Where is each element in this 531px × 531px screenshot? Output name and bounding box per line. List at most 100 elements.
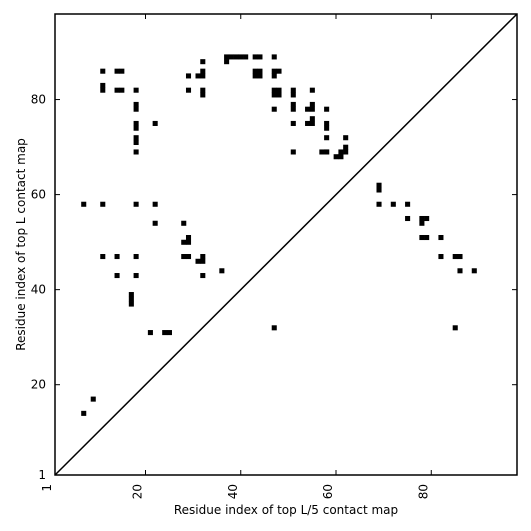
contact-cell-upper: [162, 330, 168, 336]
contact-cell-upper: [324, 120, 330, 126]
contact-cell-lower: [457, 268, 463, 274]
contact-cell-lower: [343, 135, 349, 141]
contact-cell-upper: [185, 239, 192, 245]
contact-cell-upper: [128, 301, 134, 307]
contact-cell-lower: [343, 149, 349, 155]
contact-cell-upper: [290, 101, 296, 107]
x-axis-label: Residue index of top L/5 contact map: [174, 503, 398, 517]
contact-cell-upper: [128, 292, 134, 298]
y-axis-label: Residue index of top L contact map: [14, 138, 28, 351]
contact-cell-upper: [271, 54, 277, 60]
contact-cell-lower: [419, 215, 425, 222]
x-tick-label: 80: [416, 484, 430, 499]
contact-cell-upper: [100, 254, 106, 260]
contact-cell-upper: [257, 68, 263, 74]
contact-cell-upper: [238, 54, 244, 60]
plot-frame: [54, 13, 518, 476]
contact-cell-upper: [181, 220, 187, 226]
contact-cell-lower: [438, 234, 444, 241]
contact-cell-upper: [290, 149, 296, 155]
contact-cell-upper: [252, 68, 258, 74]
contact-cell-upper: [133, 201, 139, 207]
contact-cell-upper: [133, 135, 139, 141]
contact-cell-upper: [200, 258, 206, 264]
contact-cell-lower: [438, 254, 444, 260]
contact-cell-upper: [252, 73, 258, 79]
x-tick-label: 1: [40, 484, 54, 492]
contact-cell-upper: [271, 106, 277, 112]
contact-cell-upper: [133, 101, 139, 107]
contact-cell-upper: [309, 116, 315, 122]
contact-cell-upper: [200, 273, 206, 279]
y-tick-label: 20: [31, 378, 46, 392]
contact-cell-upper: [271, 68, 277, 74]
contact-cell-upper: [133, 87, 139, 93]
contact-cell-lower: [319, 149, 325, 155]
contact-cell-upper: [114, 254, 120, 260]
y-tick-label: 80: [31, 93, 46, 107]
contact-cell-upper: [100, 68, 106, 74]
contact-cell-upper: [185, 87, 192, 93]
contact-cell-lower: [376, 187, 382, 193]
x-tick-label: 40: [226, 484, 240, 499]
diagonal-line: [54, 13, 518, 476]
contact-cell-upper: [181, 239, 187, 245]
contact-cell-lower: [333, 154, 339, 160]
contact-cell-upper: [224, 54, 230, 60]
x-tick-label: 60: [321, 484, 335, 499]
contact-cell-upper: [133, 139, 139, 145]
x-tick-label: 20: [130, 484, 144, 499]
contact-cell-upper: [81, 201, 87, 207]
y-tick-label: 40: [31, 283, 46, 297]
contact-cell-lower: [338, 154, 344, 160]
contact-cell-lower: [376, 182, 382, 188]
contact-cell-upper: [128, 296, 134, 302]
contact-cell-upper: [276, 68, 282, 74]
contact-cell-upper: [185, 234, 192, 241]
contact-cell-lower: [343, 144, 349, 150]
contact-cell-upper: [100, 87, 106, 93]
contact-cell-upper: [114, 68, 120, 74]
contact-cell-upper: [185, 73, 192, 79]
y-tick-label: 1: [38, 468, 46, 482]
contact-cell-upper: [185, 254, 192, 260]
contact-cell-upper: [100, 201, 106, 207]
contact-cell-upper: [309, 120, 315, 126]
contact-cell-upper: [309, 106, 315, 112]
contact-cell-upper: [324, 135, 330, 141]
contact-cell-upper: [219, 268, 225, 274]
contact-cell-lower: [390, 201, 396, 207]
contact-cell-upper: [276, 87, 282, 93]
contact-cell-upper: [200, 68, 206, 74]
contact-cell-upper: [195, 258, 201, 264]
contact-cell-upper: [276, 92, 282, 98]
contact-cell-upper: [324, 149, 330, 155]
contact-cell-upper: [324, 106, 330, 112]
contact-cell-upper: [271, 87, 277, 93]
contact-cell-upper: [152, 120, 158, 126]
contact-cell-upper: [200, 92, 206, 98]
contact-cell-lower: [452, 254, 458, 260]
contact-cell-upper: [200, 73, 206, 79]
contact-cell-upper: [290, 120, 296, 126]
contact-cell-lower: [338, 149, 344, 155]
contact-cell-upper: [133, 120, 139, 126]
contact-cell-upper: [257, 73, 263, 79]
y-tick-label: 60: [31, 188, 46, 202]
contact-cell-lower: [452, 325, 458, 331]
contact-cell-upper: [119, 87, 125, 93]
contact-cell-upper: [119, 68, 125, 74]
contact-cell-upper: [305, 120, 311, 126]
contact-cell-upper: [257, 54, 263, 60]
contact-cell-upper: [252, 54, 258, 60]
contact-cell-upper: [100, 82, 106, 88]
contact-cell-upper: [290, 92, 296, 98]
axis-ticks: 1 20 40 60 80 1 20 40 60 80: [31, 14, 517, 499]
contact-cell-lower: [271, 325, 277, 331]
contact-cell-upper: [228, 54, 234, 60]
contact-cell-upper: [224, 59, 230, 65]
contact-cell-upper: [290, 106, 296, 112]
contact-cell-upper: [195, 73, 201, 79]
contact-cell-upper: [200, 254, 206, 260]
